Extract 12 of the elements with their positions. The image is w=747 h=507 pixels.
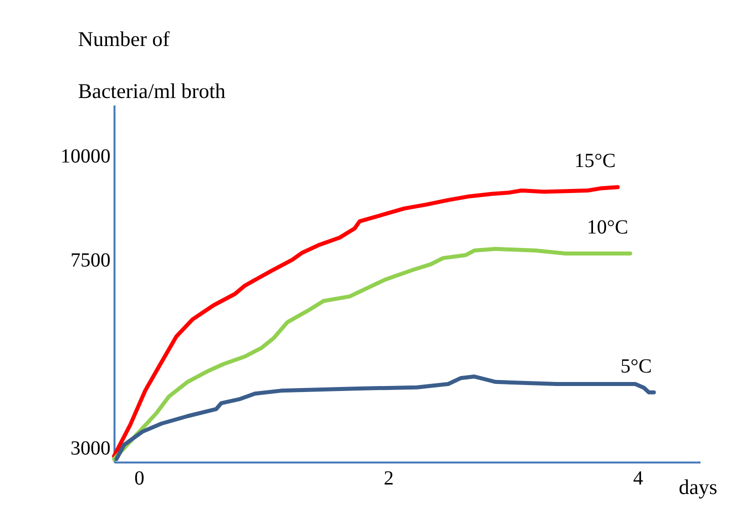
line-series [114, 374, 656, 462]
x-axis-title: days [678, 475, 718, 499]
series-label: 10°C [586, 216, 628, 238]
series-label: 5°C [620, 355, 652, 378]
y-tick-label: 3000 [70, 437, 110, 460]
x-tick-label: 2 [384, 468, 394, 490]
series-label: 15°C [574, 150, 616, 172]
y-tick-label: 7500 [70, 250, 110, 272]
y-tick-label: 10000 [60, 145, 110, 168]
text: Number of Bacteria/ml broth [78, 27, 226, 103]
x-tick-label: 0 [134, 468, 144, 490]
x-tick-label: 4 [633, 468, 644, 490]
